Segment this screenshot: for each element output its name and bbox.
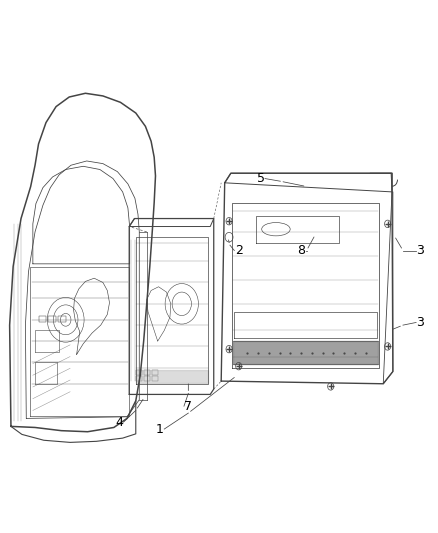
Bar bbox=[144, 376, 150, 381]
Bar bbox=[58, 316, 66, 322]
Polygon shape bbox=[136, 370, 208, 383]
Bar bbox=[39, 316, 46, 322]
Bar bbox=[152, 376, 158, 381]
Text: 5: 5 bbox=[257, 172, 265, 185]
Text: 4: 4 bbox=[115, 416, 123, 429]
Text: 8: 8 bbox=[297, 244, 305, 257]
Text: 3: 3 bbox=[417, 316, 424, 329]
Text: 7: 7 bbox=[184, 400, 192, 413]
Text: 1: 1 bbox=[156, 423, 164, 435]
Bar bbox=[152, 370, 158, 375]
Bar bbox=[48, 316, 56, 322]
Bar bbox=[136, 370, 142, 375]
Polygon shape bbox=[233, 341, 378, 364]
Text: 3: 3 bbox=[417, 244, 424, 257]
Bar bbox=[144, 370, 150, 375]
Text: 2: 2 bbox=[235, 244, 243, 257]
Bar bbox=[136, 376, 142, 381]
